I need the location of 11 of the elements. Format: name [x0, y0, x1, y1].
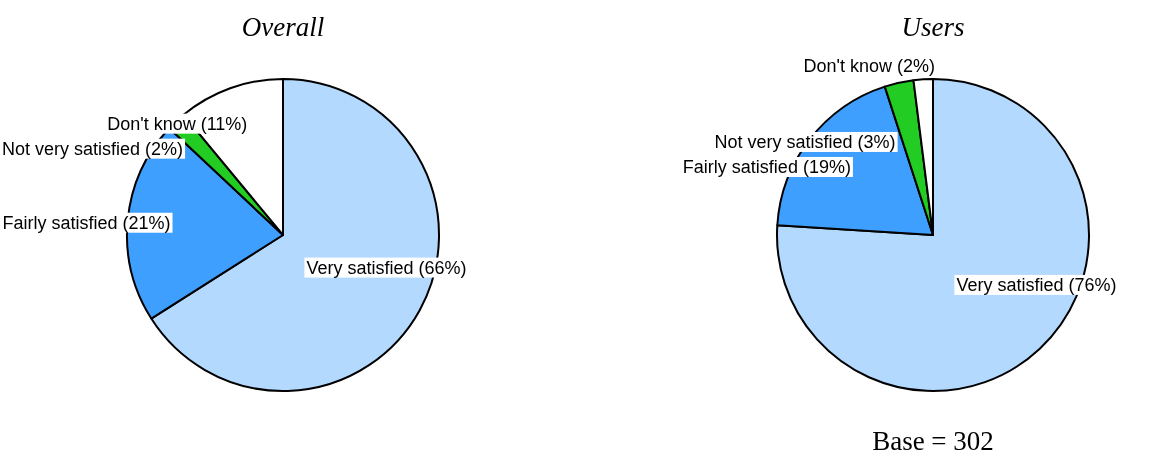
slice-label: Don't know (2%) — [803, 55, 935, 76]
slice-label: Very satisfied (66%) — [306, 257, 467, 278]
slice-label: Fairly satisfied (19%) — [682, 156, 851, 177]
text: Base = 302 — [872, 426, 994, 456]
slice-label: Not very satisfied (2%) — [2, 138, 184, 159]
slice-label: Don't know (11%) — [107, 113, 248, 134]
slice-label: Fairly satisfied (21%) — [2, 212, 171, 233]
chart-title: Users — [901, 12, 965, 42]
slice-label: Not very satisfied (3%) — [714, 131, 896, 152]
chart-title: Overall — [241, 12, 325, 42]
slice-label: Very satisfied (76%) — [956, 274, 1117, 295]
